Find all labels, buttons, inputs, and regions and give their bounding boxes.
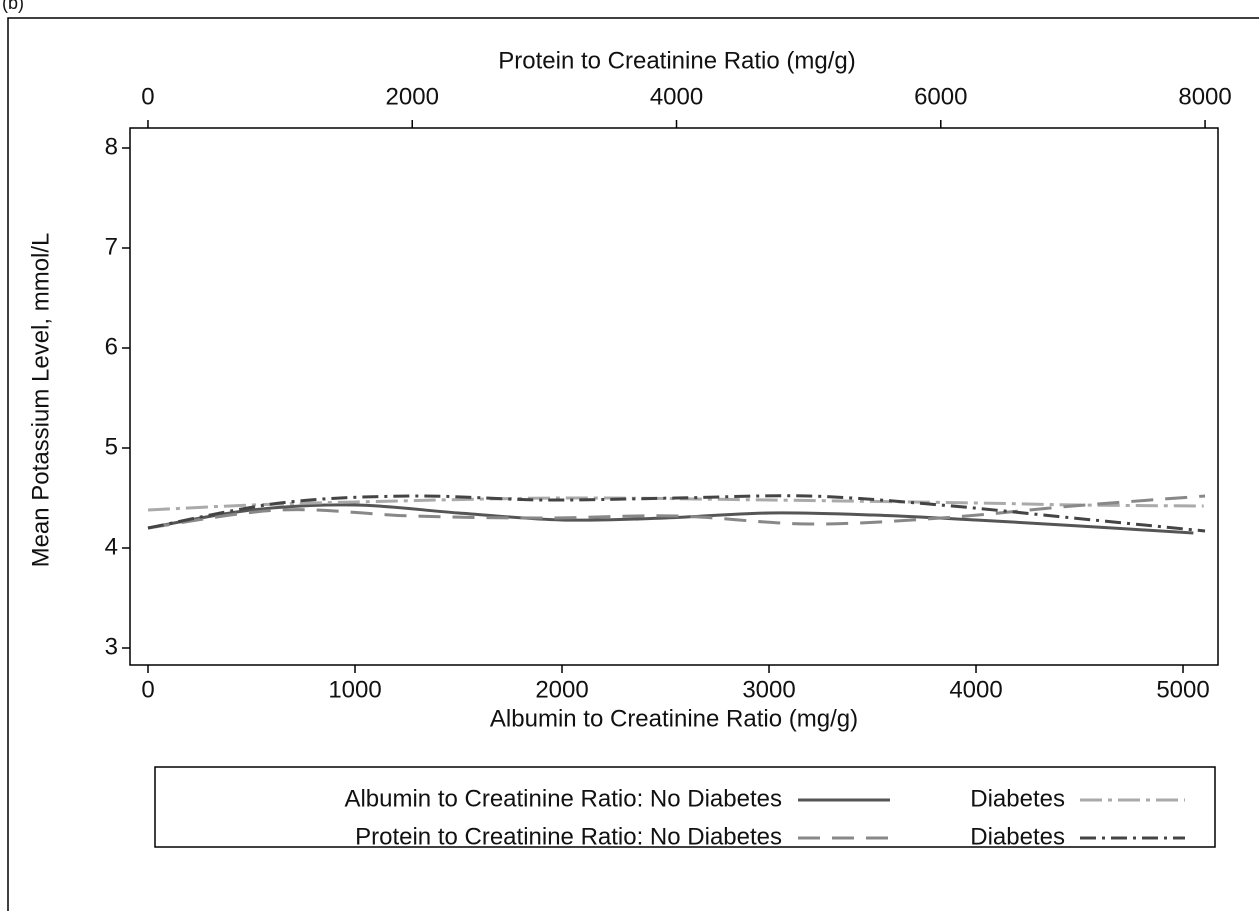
series-line [147,494,1206,533]
legend-label: Albumin to Creatinine Ratio: No Diabetes [344,785,782,812]
y-tick-label: 4 [105,533,118,560]
legend [154,766,1216,848]
legend-label: Diabetes [970,823,1065,850]
y-tick-label: 8 [105,133,118,160]
x2-tick-label: 4000 [650,83,703,110]
y-tick-label: 7 [105,233,118,260]
x-tick-label: 2000 [535,676,588,703]
x2-axis-label: Protein to Creatinine Ratio (mg/g) [498,47,856,74]
series-line [147,494,1206,530]
frame [7,17,1259,911]
legend-label: Protein to Creatinine Ratio: No Diabetes [355,823,782,850]
x2-tick-label: 6000 [914,83,967,110]
x-tick-label: 4000 [949,676,1002,703]
y-tick-label: 5 [105,433,118,460]
plot-area [129,127,1219,666]
x2-tick-label: 0 [141,83,154,110]
panel-label: (b) [2,0,24,13]
x-tick-label: 0 [141,676,154,703]
x2-tick-label: 2000 [386,83,439,110]
x-tick-label: 3000 [742,676,795,703]
series-line [147,503,1194,535]
y-axis-label: Mean Potassium Level, mmol/L [27,233,54,568]
x-tick-label: 1000 [328,676,381,703]
x-tick-label: 5000 [1156,676,1209,703]
x-axis-label: Albumin to Creatinine Ratio (mg/g) [490,705,858,732]
legend-label: Diabetes [970,785,1065,812]
y-tick-label: 6 [105,333,118,360]
y-tick-label: 3 [105,633,118,660]
x2-tick-label: 8000 [1178,83,1231,110]
